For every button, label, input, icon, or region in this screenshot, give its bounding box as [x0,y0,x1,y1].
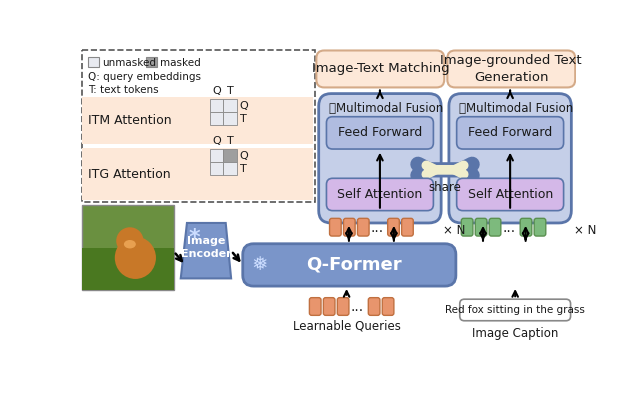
Text: Red fox sitting in the grass: Red fox sitting in the grass [445,305,585,315]
Text: Q: Q [212,136,221,146]
Text: Feed Forward: Feed Forward [338,126,422,139]
Text: Q: Q [239,101,248,111]
Ellipse shape [115,237,156,279]
Text: 🔥Multimodal Fusion: 🔥Multimodal Fusion [329,102,444,115]
FancyBboxPatch shape [402,218,413,236]
Text: masked: masked [160,58,200,68]
Text: T: T [227,136,234,146]
Text: Self Attention: Self Attention [467,188,553,201]
FancyBboxPatch shape [447,51,575,87]
Text: ITM Attention: ITM Attention [88,114,172,127]
Text: Q-Former: Q-Former [306,256,401,274]
Text: Image-grounded Text
Generation: Image-grounded Text Generation [440,54,582,84]
FancyBboxPatch shape [319,94,441,223]
FancyBboxPatch shape [223,162,237,175]
Text: Q: Q [239,150,248,161]
Text: share: share [429,181,461,194]
FancyBboxPatch shape [210,99,223,112]
Text: *: * [189,228,200,248]
FancyBboxPatch shape [83,147,312,200]
FancyBboxPatch shape [223,112,237,125]
FancyBboxPatch shape [316,51,444,87]
FancyBboxPatch shape [449,94,572,223]
Text: ❅: ❅ [252,256,268,275]
Text: T: T [227,86,234,96]
Text: ...: ... [350,300,364,314]
FancyBboxPatch shape [489,218,501,236]
Circle shape [116,227,143,254]
FancyBboxPatch shape [368,298,380,315]
FancyBboxPatch shape [520,218,532,236]
Text: T: T [239,114,246,124]
FancyBboxPatch shape [210,149,223,162]
FancyBboxPatch shape [323,298,335,315]
FancyBboxPatch shape [457,117,564,149]
Text: Q: Q [212,86,221,96]
Text: Feed Forward: Feed Forward [468,126,552,139]
FancyBboxPatch shape [223,99,237,112]
FancyBboxPatch shape [330,218,341,236]
FancyBboxPatch shape [83,50,315,202]
FancyBboxPatch shape [146,56,157,68]
FancyBboxPatch shape [358,218,369,236]
FancyBboxPatch shape [344,218,355,236]
FancyBboxPatch shape [337,298,349,315]
Text: Learnable Queries: Learnable Queries [292,319,401,332]
Text: × N: × N [573,224,596,237]
FancyBboxPatch shape [326,117,433,149]
FancyBboxPatch shape [83,205,174,290]
FancyBboxPatch shape [382,298,394,315]
Text: ...: ... [371,220,383,235]
Text: 🔥Multimodal Fusion: 🔥Multimodal Fusion [460,102,573,115]
FancyBboxPatch shape [243,244,456,286]
Ellipse shape [124,240,136,248]
FancyBboxPatch shape [210,162,223,175]
FancyBboxPatch shape [83,98,312,144]
Text: unmasked: unmasked [102,58,156,68]
FancyBboxPatch shape [388,218,399,236]
Text: × N: × N [444,224,466,237]
FancyBboxPatch shape [88,56,99,68]
Text: Q: query embeddings: Q: query embeddings [88,71,201,82]
Text: Image Caption: Image Caption [472,327,558,340]
Text: Self Attention: Self Attention [337,188,422,201]
FancyBboxPatch shape [83,248,174,290]
Text: ...: ... [502,220,515,235]
FancyBboxPatch shape [461,218,473,236]
FancyBboxPatch shape [223,149,237,162]
Polygon shape [180,223,231,278]
Text: Image
Encoder: Image Encoder [181,236,232,259]
Text: Image-Text Matching: Image-Text Matching [312,62,449,75]
FancyBboxPatch shape [309,298,321,315]
FancyBboxPatch shape [326,178,433,211]
FancyBboxPatch shape [457,178,564,211]
FancyBboxPatch shape [210,112,223,125]
Text: T: text tokens: T: text tokens [88,85,158,95]
Text: T: T [239,164,246,174]
FancyBboxPatch shape [476,218,487,236]
FancyBboxPatch shape [460,299,571,321]
FancyBboxPatch shape [534,218,546,236]
Text: ITG Attention: ITG Attention [88,168,170,181]
